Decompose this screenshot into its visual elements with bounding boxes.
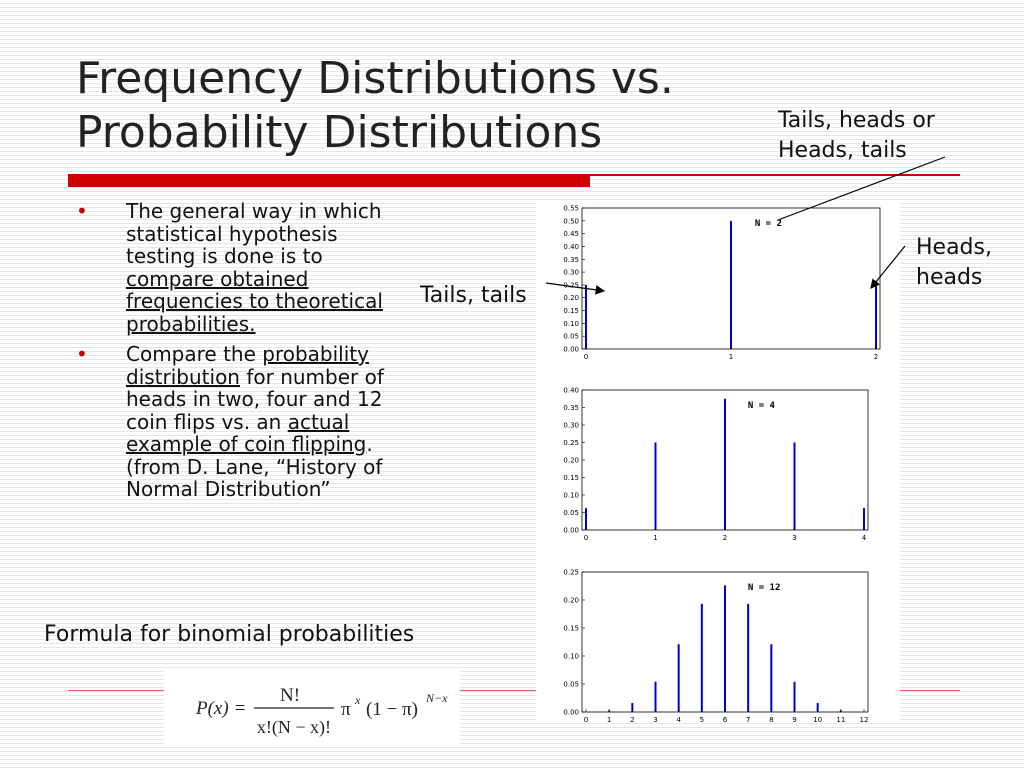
- bullet-text: Compare the probability distribution for…: [126, 343, 396, 501]
- chart-label: N = 12: [748, 583, 781, 593]
- y-tick-label: 0.15: [563, 307, 579, 315]
- x-tick-label: 2: [723, 534, 727, 542]
- y-tick-label: 0.05: [563, 509, 579, 517]
- chart-3: 0.000.050.100.150.200.250 1 2 3 4 5 6 7 8 9 10 11 12…: [563, 569, 868, 723]
- y-tick-label: 0.35: [563, 404, 579, 412]
- y-tick-label: 0.45: [563, 230, 579, 238]
- binomial-charts: 0.00 0.05 0.10 0.15 0.20 0.25 0.30 0.35 0.40 0.45…: [563, 205, 881, 723]
- chart-panel: 0.00 0.05 0.10 0.15 0.20 0.25 0.30 0.35 0.40 0.45…: [536, 200, 900, 722]
- y-tick-label: 0.40: [563, 243, 579, 251]
- chart-2: 0.00 0.05 0.10 0.15 0.20 0.25 0.30 0.35 0.40 0 1 2 3…: [563, 387, 869, 542]
- formula-lhs: P(x) =: [195, 698, 246, 719]
- y-tick-label: 0.15: [563, 625, 579, 633]
- bullet-text-underlined: probability distribution: [126, 342, 369, 389]
- y-tick-label: 0.00: [563, 709, 579, 717]
- footer-divider: [68, 690, 960, 691]
- y-tick-label: 0.40: [563, 387, 579, 395]
- x-tick-label: 0: [584, 534, 588, 542]
- x-tick-label: 3: [792, 534, 796, 542]
- chart-label: N = 2: [755, 219, 782, 229]
- x-tick-label: 0: [584, 353, 588, 361]
- x-tick-label: 0: [584, 716, 588, 722]
- bullet-text-run: for number of heads in two, four and 12 …: [126, 364, 384, 434]
- x-tick-label: 1: [729, 353, 733, 361]
- chart-1: 0.00 0.05 0.10 0.15 0.20 0.25 0.30 0.35 0.40 0.45…: [563, 205, 881, 361]
- y-tick-label: 0.00: [563, 346, 579, 354]
- formula-paren: (1 − π): [366, 699, 418, 720]
- y-tick-label: 0.30: [563, 422, 579, 430]
- y-tick-label: 0.25: [563, 281, 579, 289]
- bullet-text-run: Compare the: [126, 342, 263, 366]
- formula-denominator: x!(N − x)!: [257, 717, 331, 738]
- y-tick-label: 0.10: [563, 492, 579, 500]
- x-tick-label: 1: [607, 716, 611, 722]
- formula-pi: π: [341, 699, 351, 720]
- callout-tails-heads: Tails, heads or Heads, tails: [778, 106, 935, 166]
- bullet-item: • The general way in which statistical hy…: [76, 200, 396, 335]
- formula-svg: P(x) = N! x!(N − x)! π x (1 − π) N−x: [195, 685, 448, 738]
- x-tick-label: 2: [874, 353, 878, 361]
- title-underline-bar: [68, 174, 590, 187]
- y-tick-label: 0.50: [563, 217, 579, 225]
- callout-tails-heads-line2: Heads, tails: [778, 138, 907, 163]
- x-tick-label: 6: [723, 716, 728, 722]
- y-tick-label: 0.20: [563, 294, 579, 302]
- y-tick-label: 0.25: [563, 439, 579, 447]
- title-line-1: Frequency Distributions vs.: [76, 53, 674, 104]
- bullet-text-run: . (from D. Lane, “History of Normal Dist…: [126, 432, 383, 501]
- callout-heads-heads-line2: heads: [916, 265, 983, 290]
- y-tick-label: 0.25: [563, 569, 579, 577]
- x-tick-label: 11: [836, 716, 845, 722]
- title-underline-line: [590, 174, 960, 176]
- page-title: Frequency Distributions vs. Probability …: [76, 52, 776, 160]
- x-tick-label: 3: [653, 716, 657, 722]
- y-tick-label: 0.30: [563, 269, 579, 277]
- bullet-text: The general way in which statistical hyp…: [126, 200, 396, 335]
- formula-numerator: N!: [280, 685, 300, 706]
- bullet-text-underlined: actual example of coin flipping: [126, 409, 367, 456]
- y-tick-label: 0.20: [563, 457, 579, 465]
- x-tick-label: 9: [792, 716, 796, 722]
- y-tick-label: 0.55: [563, 205, 579, 213]
- formula-caption: Formula for binomial probabilities: [44, 622, 415, 647]
- title-line-2: Probability Distributions: [76, 107, 603, 158]
- x-tick-label: 8: [769, 716, 773, 722]
- bullet-text-underlined: compare obtained frequencies to theoreti…: [126, 266, 383, 336]
- binomial-formula: P(x) = N! x!(N − x)! π x (1 − π) N−x: [164, 670, 460, 746]
- y-tick-label: 0.00: [563, 527, 579, 535]
- chart-label: N = 4: [748, 401, 776, 411]
- y-tick-label: 0.05: [563, 333, 579, 341]
- bullet-marker: •: [76, 199, 88, 223]
- bullet-marker: •: [76, 342, 88, 366]
- y-tick-label: 0.10: [563, 653, 579, 661]
- formula-exp-nx: N−x: [425, 691, 448, 705]
- y-tick-label: 0.10: [563, 320, 579, 328]
- y-tick-label: 0.15: [563, 474, 579, 482]
- x-tick-label: 1: [653, 534, 657, 542]
- bullet-item: • Compare the probability distribution fo…: [76, 343, 396, 501]
- callout-heads-heads-line1: Heads,: [916, 235, 992, 260]
- callout-heads-heads: Heads, heads: [916, 233, 992, 293]
- x-tick-label: 2: [630, 716, 634, 722]
- x-tick-label: 10: [813, 716, 822, 722]
- y-tick-label: 0.05: [563, 681, 579, 689]
- callout-tails-heads-line1: Tails, heads or: [778, 108, 935, 133]
- x-tick-label: 4: [676, 716, 681, 722]
- y-tick-label: 0.35: [563, 256, 579, 264]
- x-tick-label: 12: [860, 716, 869, 722]
- x-tick-label: 4: [862, 534, 867, 542]
- bullet-list: • The general way in which statistical hy…: [76, 200, 396, 509]
- callout-tails-tails: Tails, tails: [420, 283, 527, 308]
- x-tick-label: 7: [746, 716, 750, 722]
- y-tick-label: 0.20: [563, 597, 579, 605]
- x-tick-label: 5: [700, 716, 704, 722]
- bullet-text-run: The general way in which statistical hyp…: [126, 199, 382, 268]
- formula-exp-x: x: [354, 693, 361, 707]
